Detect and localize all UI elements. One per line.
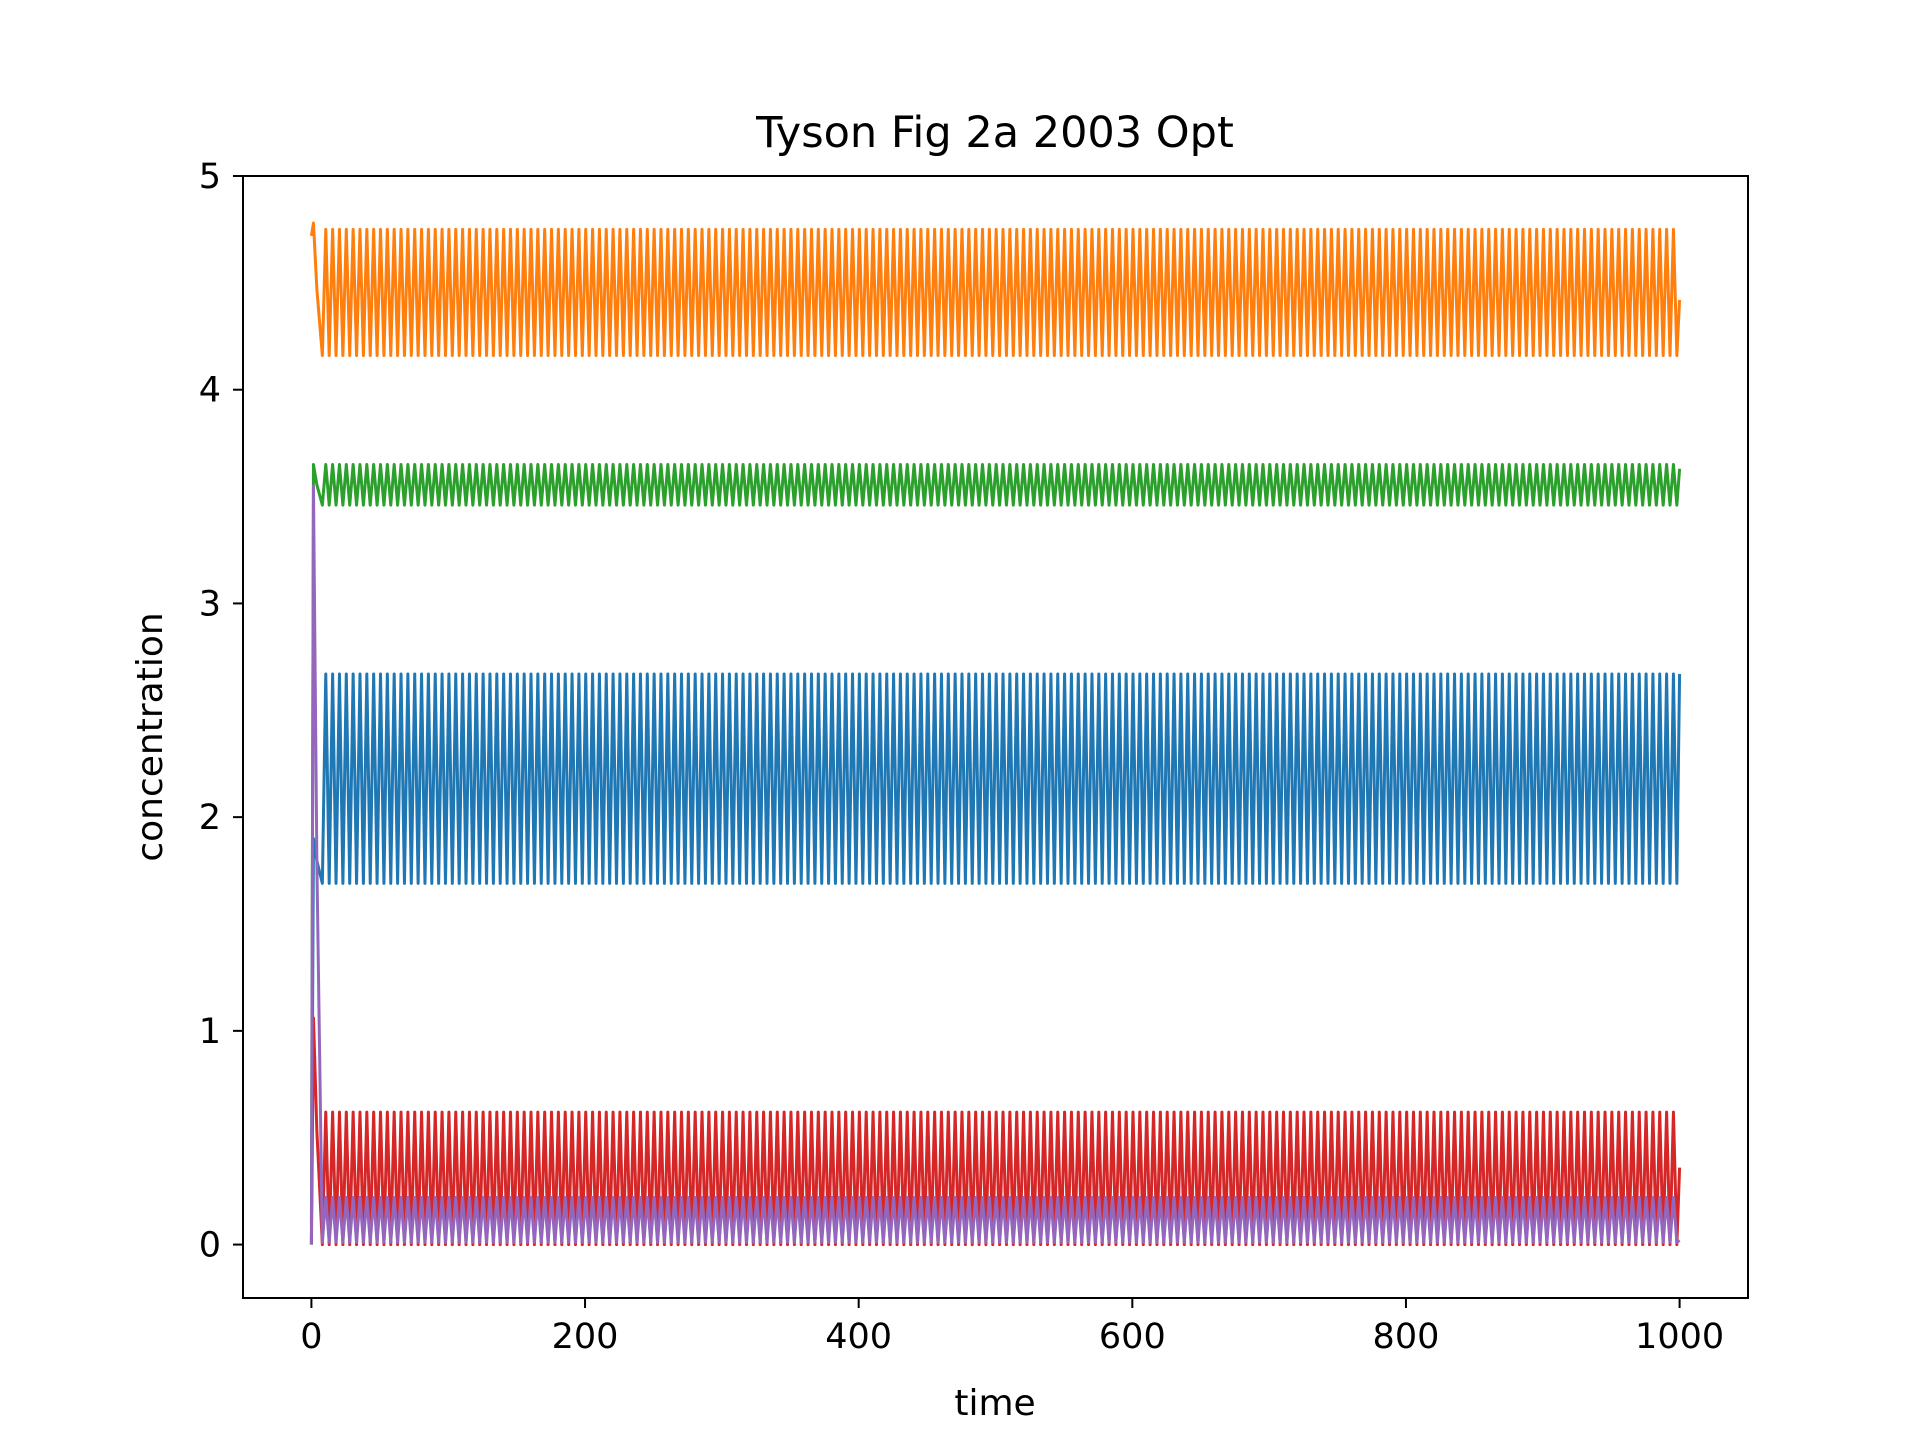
axes-frame <box>242 175 1749 1299</box>
chart-title: Tyson Fig 2a 2003 Opt <box>755 108 1234 158</box>
x-tick-label: 400 <box>825 1317 892 1357</box>
y-axis-ticks: 0 1 2 3 4 5 <box>199 157 243 1266</box>
series-line-4 <box>309 1016 1682 1247</box>
series-line-5 <box>309 484 1681 1245</box>
y-axis-label: concentration <box>130 612 171 861</box>
y-tick-label: 0 <box>199 1226 221 1266</box>
y-tick-label: 1 <box>199 1012 221 1052</box>
y-tick-label: 5 <box>199 157 221 197</box>
series-line-3 <box>309 463 1682 1224</box>
x-axis-ticks: 0 200 400 600 800 1000 <box>300 1298 1724 1357</box>
y-tick-label: 3 <box>199 584 221 624</box>
series-line-1 <box>309 672 1682 1245</box>
x-tick-label: 0 <box>300 1317 322 1357</box>
x-axis-label: time <box>954 1383 1035 1424</box>
y-tick-label: 2 <box>199 798 221 838</box>
plot-area <box>309 221 1682 1247</box>
y-tick-label: 4 <box>199 371 221 411</box>
series-layer <box>309 221 1682 1247</box>
x-tick-label: 800 <box>1373 1317 1440 1357</box>
x-tick-label: 600 <box>1099 1317 1166 1357</box>
x-tick-label: 1000 <box>1635 1317 1724 1357</box>
x-tick-label: 200 <box>552 1317 619 1357</box>
series-line-2 <box>309 221 1682 358</box>
